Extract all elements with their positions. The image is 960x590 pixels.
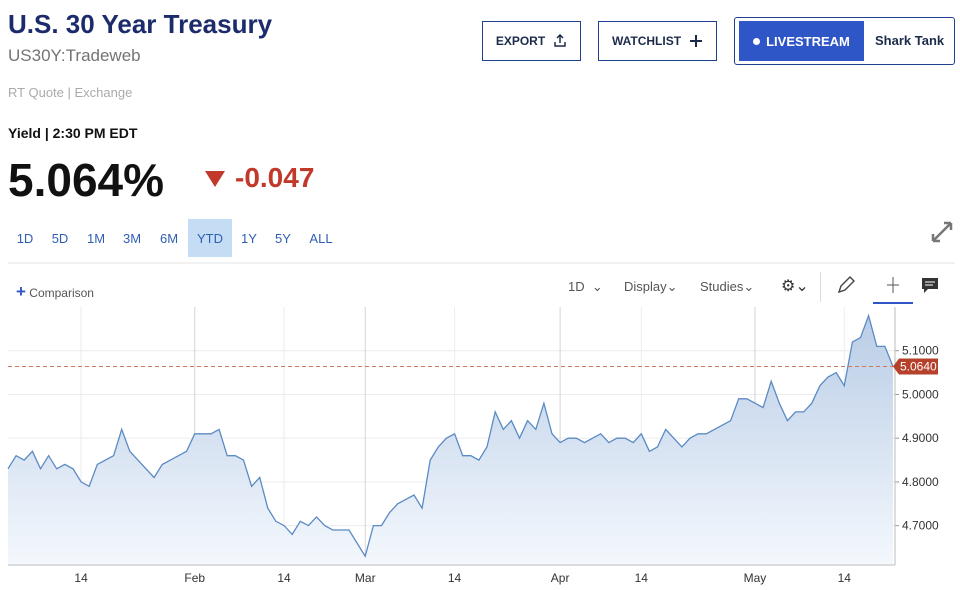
x-tick-label: 14	[277, 571, 291, 585]
range-tab[interactable]: 6M	[159, 230, 179, 246]
label: Display	[624, 279, 667, 294]
range-tab[interactable]: 3M	[122, 230, 142, 246]
range-tab[interactable]: 1M	[86, 230, 106, 246]
live-group	[734, 17, 955, 65]
source: RT Quote | Exchange	[8, 85, 133, 100]
label: Studies	[700, 279, 744, 294]
y-tick-label: 4.9000	[902, 431, 939, 445]
livestream-button[interactable]: LIVESTREAM	[739, 21, 864, 61]
button-label: EXPORT	[495, 34, 546, 48]
title: U.S. 30 Year Treasury	[8, 9, 273, 39]
quote-label: Yield | 2:30 PM EDT	[8, 125, 138, 141]
y-tick-label: 5.0000	[902, 387, 939, 401]
separator	[820, 272, 821, 302]
x-tick-label: 14	[74, 571, 88, 585]
x-tick-label: Apr	[551, 571, 570, 585]
down-arrow	[205, 171, 225, 187]
display-menu[interactable]: Display⌄	[624, 279, 678, 294]
show-link[interactable]: Shark Tank	[875, 33, 945, 48]
range-tab[interactable]: ALL	[309, 230, 333, 246]
expand-icon[interactable]	[930, 220, 954, 244]
button-label: WATCHLIST	[611, 34, 682, 48]
range-tab[interactable]: 5Y	[275, 230, 291, 246]
export-button[interactable]: EXPORT	[482, 21, 581, 61]
studies-menu[interactable]: Studies⌄	[700, 279, 755, 294]
x-tick-label: Feb	[184, 571, 205, 585]
change: -0.047	[235, 162, 315, 193]
icon	[690, 35, 703, 47]
comment-icon[interactable]	[920, 276, 940, 294]
x-tick-label: Mar	[355, 571, 376, 585]
x-tick-label: 14	[838, 571, 852, 585]
watchlist-button[interactable]: WATCHLIST	[598, 21, 717, 61]
live-dot	[753, 37, 761, 45]
range-tab[interactable]: 1D	[16, 230, 34, 246]
x-tick-label: 14	[448, 571, 462, 585]
x-tick-label: May	[744, 571, 767, 585]
price-line	[7, 313, 894, 558]
label: 1D	[568, 279, 585, 294]
label: Comparison	[29, 286, 94, 300]
last-price-label: 5.0640	[900, 359, 937, 373]
last-price-tag	[893, 358, 938, 375]
range-tab[interactable]: 5D	[51, 230, 69, 246]
range-tab[interactable]: YTD	[188, 219, 232, 257]
x-tick-label: 14	[635, 571, 649, 585]
y-tick-label: 4.8000	[902, 475, 939, 489]
interval-menu[interactable]: 1D ⌄	[568, 279, 603, 294]
symbol: US30Y:Tradeweb	[8, 46, 141, 65]
area-fill	[8, 315, 893, 565]
draw-icon[interactable]	[836, 275, 856, 295]
crosshair-icon[interactable]	[873, 273, 913, 305]
button-label: LIVESTREAM	[766, 33, 850, 49]
icon	[554, 34, 566, 47]
comparison-button[interactable]: + Comparison	[16, 282, 94, 301]
y-tick-label: 4.7000	[902, 519, 939, 533]
settings-icon[interactable]: ⚙⌄	[781, 278, 809, 295]
range-tab[interactable]: 1Y	[241, 230, 257, 246]
price: 5.064%	[8, 154, 165, 206]
y-tick-label: 5.1000	[902, 344, 939, 358]
